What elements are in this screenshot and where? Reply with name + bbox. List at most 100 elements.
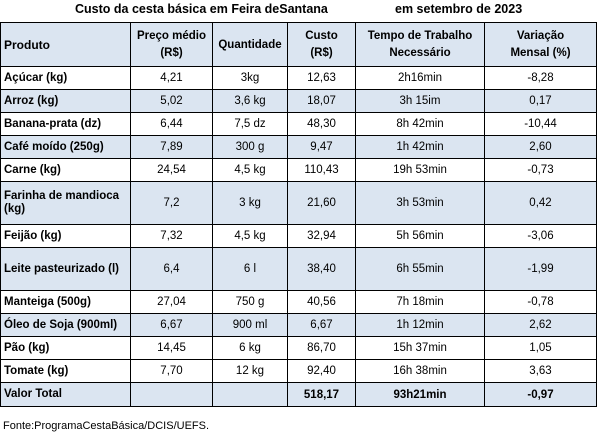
cell-variacao: 0,17 <box>484 89 597 113</box>
cell-produto: Manteiga (500g) <box>0 290 131 314</box>
table-row: Farinha de mandioca (kg) 7,2 3 kg 21,60 … <box>0 181 597 225</box>
table-row: Pão (kg) 14,45 6 kg 86,70 15h 37min 1,05 <box>0 336 597 360</box>
cell-produto: Tomate (kg) <box>0 359 131 383</box>
cell-produto: Açúcar (kg) <box>0 66 131 90</box>
header-variacao-line2: Mensal (%) <box>510 46 571 59</box>
header-tempo-line1: Tempo de Trabalho <box>367 29 473 42</box>
cell-custo: 86,70 <box>287 336 356 360</box>
total-tempo: 93h21min <box>355 382 485 407</box>
cell-preco: 24,54 <box>130 158 213 182</box>
cell-tempo: 7h 18min <box>355 290 485 314</box>
cell-variacao: 0,42 <box>484 181 597 225</box>
cell-preco: 6,4 <box>130 247 213 291</box>
cell-produto: Carne (kg) <box>0 158 131 182</box>
cell-tempo: 3h 53min <box>355 181 485 225</box>
cell-variacao: 2,62 <box>484 313 597 337</box>
table-row: Feijão (kg) 7,32 4,5 kg 32,94 5h 56min -… <box>0 224 597 248</box>
cell-custo: 32,94 <box>287 224 356 248</box>
cell-preco: 7,2 <box>130 181 213 225</box>
cell-custo: 48,30 <box>287 112 356 136</box>
cell-produto: Feijão (kg) <box>0 224 131 248</box>
table-row: Tomate (kg) 7,70 12 kg 92,40 16h 38min 3… <box>0 359 597 383</box>
cell-variacao: 3,63 <box>484 359 597 383</box>
title-left: Custo da cesta básica em Feira deSantana <box>75 2 328 16</box>
total-custo: 518,17 <box>287 382 356 407</box>
cell-tempo: 19h 53min <box>355 158 485 182</box>
total-row: Valor Total 518,17 93h21min -0,97 <box>0 382 597 407</box>
cell-tempo: 6h 55min <box>355 247 485 291</box>
cell-produto: Leite pasteurizado (l) <box>0 247 131 291</box>
cell-variacao: 2,60 <box>484 135 597 159</box>
total-quantidade-empty <box>212 382 288 407</box>
table-row: Manteiga (500g) 27,04 750 g 40,56 7h 18m… <box>0 290 597 314</box>
cell-quantidade: 7,5 dz <box>212 112 288 136</box>
cell-custo: 12,63 <box>287 66 356 90</box>
cell-custo: 6,67 <box>287 313 356 337</box>
cell-quantidade: 4,5 kg <box>212 158 288 182</box>
total-label: Valor Total <box>0 382 131 407</box>
cell-preco: 7,70 <box>130 359 213 383</box>
cell-preco: 7,32 <box>130 224 213 248</box>
cell-variacao: -10,44 <box>484 112 597 136</box>
cell-preco: 14,45 <box>130 336 213 360</box>
cell-custo: 40,56 <box>287 290 356 314</box>
cell-quantidade: 3kg <box>212 66 288 90</box>
cell-produto: Arroz (kg) <box>0 89 131 113</box>
source-note: Fonte:ProgramaCestaBásica/DCIS/UEFS. <box>3 420 210 432</box>
cell-preco: 6,44 <box>130 112 213 136</box>
cell-quantidade: 6 kg <box>212 336 288 360</box>
header-produto: Produto <box>0 22 131 67</box>
cell-custo: 110,43 <box>287 158 356 182</box>
cell-variacao: -8,28 <box>484 66 597 90</box>
cell-quantidade: 900 ml <box>212 313 288 337</box>
header-custo-line1: Custo <box>305 29 338 42</box>
header-variacao-line1: Variação <box>516 29 565 42</box>
cell-variacao: -3,06 <box>484 224 597 248</box>
table-row: Arroz (kg) 5,02 3,6 kg 18,07 3h 15im 0,1… <box>0 89 597 113</box>
cell-variacao: -0,78 <box>484 290 597 314</box>
cell-quantidade: 300 g <box>212 135 288 159</box>
table-row: Café moído (250g) 7,89 300 g 9,47 1h 42m… <box>0 135 597 159</box>
cell-preco: 4,21 <box>130 66 213 90</box>
header-custo-line2: (R$) <box>310 46 333 59</box>
cell-preco: 27,04 <box>130 290 213 314</box>
cell-tempo: 15h 37min <box>355 336 485 360</box>
header-variacao: Variação Mensal (%) <box>484 22 597 67</box>
cell-tempo: 5h 56min <box>355 224 485 248</box>
table-row: Açúcar (kg) 4,21 3kg 12,63 2h16min -8,28 <box>0 66 597 90</box>
cell-custo: 9,47 <box>287 135 356 159</box>
title-right: em setembro de 2023 <box>395 2 523 16</box>
table-row: Banana-prata (dz) 6,44 7,5 dz 48,30 8h 4… <box>0 112 597 136</box>
table-row: Óleo de Soja (900ml) 6,67 900 ml 6,67 1h… <box>0 313 597 337</box>
header-tempo: Tempo de Trabalho Necessário <box>355 22 485 67</box>
cesta-basica-table: Produto Preço médio (R$) Quantidade Cust… <box>0 22 597 407</box>
header-preco-line1: Preço médio <box>136 29 207 42</box>
table-title: Custo da cesta básica em Feira deSantana… <box>0 0 598 20</box>
cell-produto: Café moído (250g) <box>0 135 131 159</box>
cell-variacao: -1,99 <box>484 247 597 291</box>
cell-tempo: 2h16min <box>355 66 485 90</box>
cell-produto: Farinha de mandioca (kg) <box>0 181 131 225</box>
cell-custo: 21,60 <box>287 181 356 225</box>
cell-quantidade: 12 kg <box>212 359 288 383</box>
cell-quantidade: 4,5 kg <box>212 224 288 248</box>
cell-custo: 92,40 <box>287 359 356 383</box>
total-variacao: -0,97 <box>484 382 597 407</box>
cell-tempo: 16h 38min <box>355 359 485 383</box>
cell-variacao: -0,73 <box>484 158 597 182</box>
cell-tempo: 3h 15im <box>355 89 485 113</box>
table-row: Carne (kg) 24,54 4,5 kg 110,43 19h 53min… <box>0 158 597 182</box>
cell-preco: 6,67 <box>130 313 213 337</box>
cell-custo: 18,07 <box>287 89 356 113</box>
header-row: Produto Preço médio (R$) Quantidade Cust… <box>0 22 597 67</box>
cell-custo: 38,40 <box>287 247 356 291</box>
cell-quantidade: 3 kg <box>212 181 288 225</box>
header-tempo-line2: Necessário <box>389 46 451 59</box>
cell-produto: Banana-prata (dz) <box>0 112 131 136</box>
cell-tempo: 1h 42min <box>355 135 485 159</box>
table-row: Leite pasteurizado (l) 6,4 6 l 38,40 6h … <box>0 247 597 291</box>
cell-tempo: 1h 12min <box>355 313 485 337</box>
header-preco-line2: (R$) <box>160 46 183 59</box>
cell-preco: 5,02 <box>130 89 213 113</box>
cell-quantidade: 3,6 kg <box>212 89 288 113</box>
